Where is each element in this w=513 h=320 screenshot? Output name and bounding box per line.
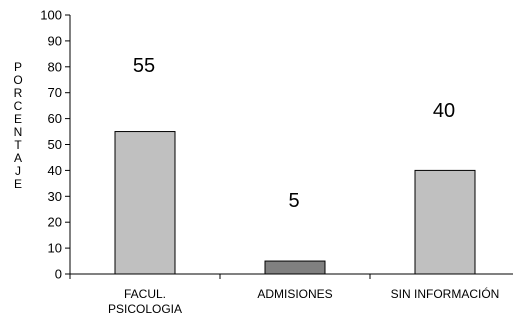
y-tick-label: 20	[48, 215, 62, 230]
y-tick-label: 50	[48, 137, 62, 152]
y-axis-label-letter: R	[14, 86, 23, 100]
y-axis-label-letter: E	[14, 112, 22, 126]
y-tick-label: 100	[40, 8, 62, 23]
data-label: 5	[288, 190, 299, 212]
y-tick-label: 90	[48, 33, 62, 48]
y-axis-label-letter: O	[13, 73, 22, 87]
x-axis	[69, 273, 513, 279]
y-axis-label-letter: N	[14, 125, 23, 139]
category-labels: FACUL. PSICOLOGIA ADMISIONES SIN INFORMACIÓ…	[108, 286, 499, 316]
x-category-label: ADMISIONES	[257, 287, 332, 301]
y-axis-label-letter: A	[14, 151, 22, 165]
y-axis-label-letter: J	[15, 164, 21, 178]
y-axis-label-letter: T	[14, 138, 22, 152]
x-category-label: SIN INFORMACIÓN	[391, 286, 500, 301]
bar	[114, 131, 176, 275]
bars	[114, 131, 476, 275]
y-tick-label: 80	[48, 59, 62, 74]
y-axis-label-letter: C	[14, 99, 23, 113]
y-tick-label: 10	[48, 241, 62, 256]
bar	[414, 169, 476, 275]
y-tick-label: 40	[48, 163, 62, 178]
y-axis-label-letter: P	[14, 60, 22, 74]
y-tick-label: 70	[48, 85, 62, 100]
bar	[264, 260, 326, 275]
data-label: 55	[133, 55, 155, 77]
y-tick-label: 60	[48, 111, 62, 126]
data-label: 40	[433, 100, 455, 122]
y-tick-label: 0	[55, 267, 62, 282]
y-axis: 0 10 20 30 40 50 60 70 80 90 100	[40, 8, 71, 282]
x-category-label: FACUL. PSICOLOGIA	[108, 287, 182, 316]
y-tick-label: 30	[48, 189, 62, 204]
y-axis-label-letter: E	[14, 177, 22, 191]
